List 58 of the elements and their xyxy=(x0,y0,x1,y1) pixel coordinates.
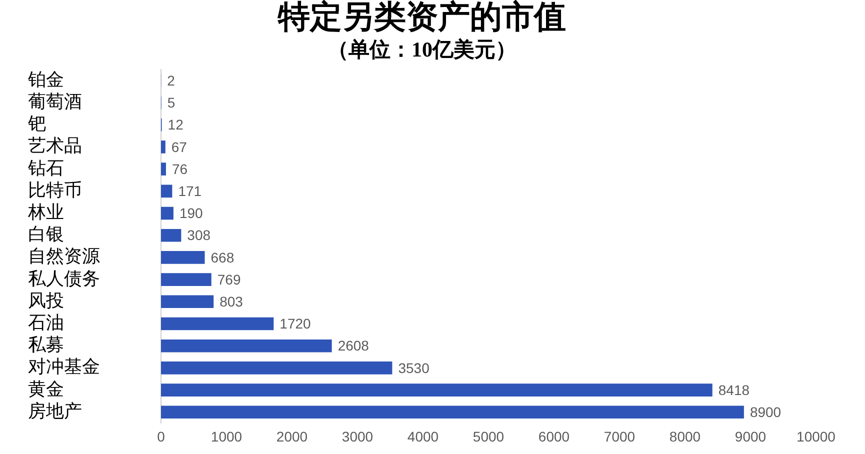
chart-subtitle: （单位：10亿美元） xyxy=(328,37,516,62)
y-tick-label: 私人债务 xyxy=(28,268,100,288)
bar xyxy=(161,362,392,374)
y-tick-label: 林业 xyxy=(27,202,64,222)
data-label: 76 xyxy=(172,160,188,177)
data-label: 67 xyxy=(171,138,188,155)
x-tick-label: 3000 xyxy=(342,428,374,444)
bar xyxy=(161,339,332,352)
y-tick-label: 钻石 xyxy=(27,158,64,178)
data-label: 190 xyxy=(179,205,204,222)
data-label: 803 xyxy=(220,294,244,310)
y-tick-label: 艺术品 xyxy=(28,136,82,156)
data-label: 3530 xyxy=(398,360,430,376)
data-label: 668 xyxy=(210,249,234,266)
data-label: 2 xyxy=(167,72,176,89)
data-label: 1720 xyxy=(280,316,312,332)
x-tick-label: 8000 xyxy=(669,428,701,444)
y-tick-label: 石油 xyxy=(28,312,64,332)
bar xyxy=(161,140,166,154)
y-tick-label: 白银 xyxy=(28,224,64,244)
bar xyxy=(161,251,205,264)
x-tick-label: 2000 xyxy=(276,428,308,444)
y-tick-label: 私募 xyxy=(28,334,64,355)
x-tick-label: 4000 xyxy=(407,428,439,444)
data-label: 769 xyxy=(217,271,241,288)
y-tick-label: 比特币 xyxy=(28,180,82,200)
bar xyxy=(161,406,744,419)
chart-title: 特定另类资产的市值 xyxy=(277,0,566,34)
y-tick-label: 风投 xyxy=(28,290,64,310)
data-label: 8900 xyxy=(750,404,782,420)
bar xyxy=(161,184,172,198)
x-tick-label: 5000 xyxy=(472,428,504,444)
x-tick-label: 10000 xyxy=(796,428,836,444)
bar xyxy=(161,384,712,396)
x-tick-label: 7000 xyxy=(604,428,636,444)
y-tick-label: 对冲基金 xyxy=(28,356,100,377)
bar xyxy=(161,317,274,330)
bar xyxy=(161,295,214,308)
x-tick-label: 6000 xyxy=(538,428,570,444)
data-label: 2608 xyxy=(338,338,370,354)
data-label: 171 xyxy=(178,183,202,200)
x-tick-label: 0 xyxy=(157,428,166,444)
bar xyxy=(161,273,212,286)
bar xyxy=(161,228,182,242)
bar xyxy=(161,162,166,176)
y-tick-label: 房地产 xyxy=(28,400,82,421)
data-label: 12 xyxy=(168,116,184,133)
y-tick-label: 葡萄酒 xyxy=(28,91,82,112)
data-label: 8418 xyxy=(718,382,750,398)
y-tick-label: 钯 xyxy=(27,114,46,134)
y-tick-label: 铂金 xyxy=(27,69,64,90)
x-tick-label: 1000 xyxy=(210,428,242,444)
x-tick-label: 9000 xyxy=(734,428,766,444)
y-tick-label: 自然资源 xyxy=(28,246,100,266)
y-tick-label: 黄金 xyxy=(28,378,64,399)
data-label: 308 xyxy=(187,227,211,244)
data-label: 5 xyxy=(167,94,176,111)
bar xyxy=(161,206,174,220)
